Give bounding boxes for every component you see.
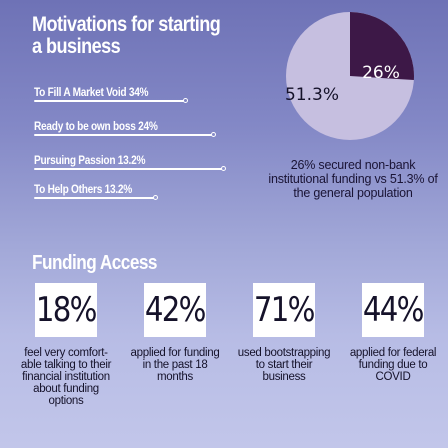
motivation-label: To Help Others 13.2% bbox=[34, 184, 133, 196]
motivation-item: To Fill A Market Void 34% bbox=[34, 83, 188, 109]
motivation-bar bbox=[34, 195, 158, 200]
stat-value: 44% bbox=[363, 290, 425, 330]
stat-box: 18% bbox=[35, 283, 98, 337]
motivation-bar bbox=[34, 166, 226, 171]
motivation-label: To Fill A Market Void 34% bbox=[34, 87, 149, 99]
motivation-bar bbox=[34, 132, 216, 137]
stat-card: 44% applied for federal funding due to C… bbox=[343, 283, 443, 383]
stat-box: 42% bbox=[144, 283, 207, 337]
motivation-bar bbox=[34, 98, 188, 103]
pie-slice-26 bbox=[350, 12, 414, 81]
pie-label-26: 26% bbox=[362, 63, 400, 83]
stat-box: 44% bbox=[362, 283, 425, 337]
motivation-label: Pursuing Passion 13.2% bbox=[34, 155, 146, 167]
pie-chart: 26% 51.3% bbox=[285, 12, 414, 140]
stat-value: 71% bbox=[254, 290, 316, 330]
page-title: Motivations for starting a business bbox=[32, 13, 221, 58]
stat-card: 18% feel very comfort-able talking to th… bbox=[16, 283, 116, 407]
pie-label-51-3: 51.3% bbox=[285, 85, 339, 105]
motivation-label: Ready to be own boss 24% bbox=[34, 121, 158, 133]
stat-description: feel very comfort-able talking to their … bbox=[20, 347, 112, 407]
stat-card: 42% applied for funding in the past 18 m… bbox=[125, 283, 225, 383]
stat-box: 71% bbox=[253, 283, 316, 337]
section-title-funding: Funding Access bbox=[32, 252, 158, 274]
stat-value: 42% bbox=[145, 290, 207, 330]
stat-description: applied for federal funding due to COVID bbox=[349, 347, 437, 383]
motivation-item: Pursuing Passion 13.2% bbox=[34, 151, 226, 177]
motivation-item: Ready to be own boss 24% bbox=[34, 117, 216, 143]
stat-value: 18% bbox=[36, 290, 98, 330]
stat-card: 71% used bootstrapping to start their bu… bbox=[234, 283, 334, 383]
motivation-item: To Help Others 13.2% bbox=[34, 180, 158, 206]
pie-caption: 26% secured non-bank institutional fundi… bbox=[268, 158, 438, 200]
stat-description: applied for funding in the past 18 month… bbox=[130, 347, 220, 383]
stat-description: used bootstrapping to start their busine… bbox=[237, 347, 331, 383]
